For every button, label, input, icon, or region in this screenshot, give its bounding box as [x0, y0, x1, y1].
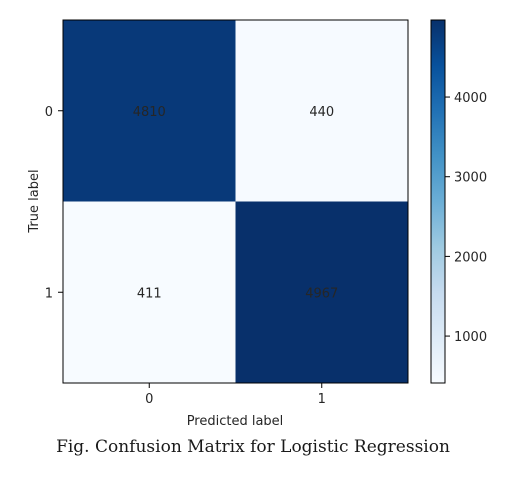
x-tick-label: 1 [318, 392, 326, 407]
colorbar-tick-label: 3000 [454, 171, 487, 186]
matrix-cell [235, 201, 408, 383]
x-axis-label: Predicted label [187, 414, 284, 429]
matrix-cell [235, 20, 408, 202]
matrix-cell [63, 201, 236, 383]
matrix-cells: 4810 440 411 4967 [63, 20, 408, 383]
plot-frame [62, 19, 409, 384]
figure-caption: Fig. Confusion Matrix for Logistic Regre… [56, 437, 450, 457]
x-tick-label: 0 [145, 392, 153, 407]
colorbar: 1000 2000 3000 4000 [430, 19, 487, 384]
y-tick-label: 1 [45, 286, 53, 301]
cell-value-label: 4967 [305, 286, 338, 301]
colorbar-gradient [430, 19, 446, 384]
cell-value-label: 411 [137, 286, 162, 301]
y-axis: 01 [45, 105, 63, 301]
colorbar-tick-label: 4000 [454, 91, 487, 106]
y-axis-label: True label [27, 169, 42, 233]
y-tick-label: 0 [45, 105, 53, 120]
colorbar-tick-label: 1000 [454, 330, 487, 345]
matrix-cell [63, 20, 236, 202]
cell-value-label: 440 [309, 105, 334, 120]
colorbar-tick-label: 2000 [454, 250, 487, 265]
cell-value-label: 4810 [133, 105, 166, 120]
